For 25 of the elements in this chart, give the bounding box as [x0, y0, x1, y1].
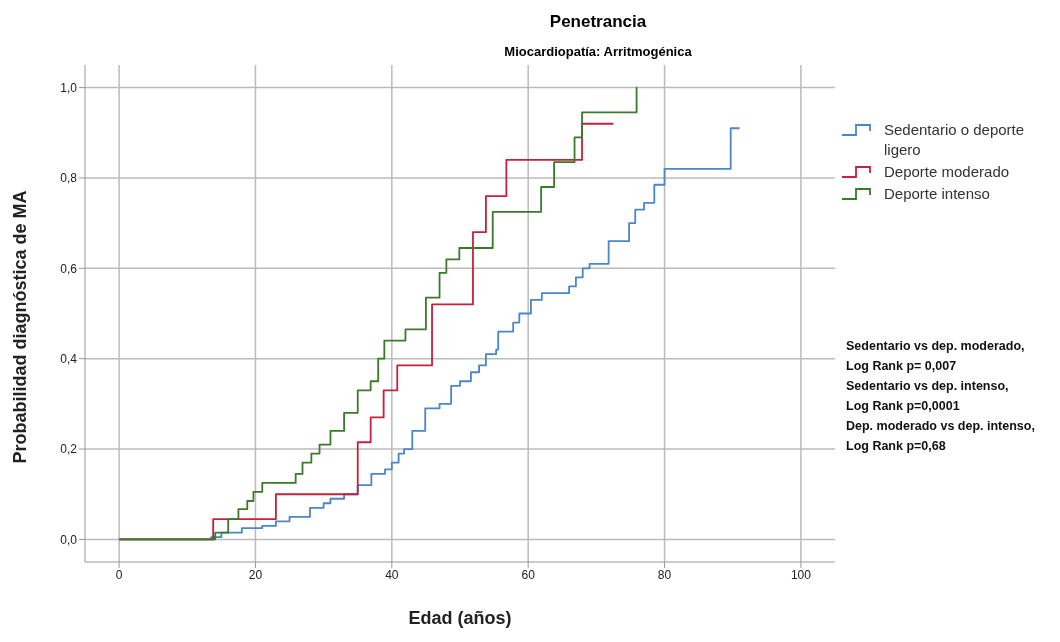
text: Sedentario vs dep. moderado, — [846, 338, 1026, 355]
legend-label: Sedentario o deporte ligero — [884, 120, 1026, 160]
text: Log Rank p=0,0001 — [846, 398, 961, 415]
x-tick-label: 100 — [790, 567, 812, 582]
x-tick-label: 0 — [115, 567, 123, 582]
chart-subtitle: Miocardiopatía: Arritmogénica — [503, 44, 693, 59]
x-tick-label: 20 — [248, 567, 263, 582]
text: Dep. moderado vs dep. intenso, — [846, 418, 1035, 435]
x-tick-label: 40 — [385, 567, 399, 582]
x-tick-label: 60 — [521, 567, 536, 582]
legend-label: Deporte intenso — [884, 184, 991, 204]
x-tick-label: 80 — [657, 567, 672, 582]
y-tick-label: 0,4 — [60, 351, 78, 366]
text: Log Rank p= 0,007 — [846, 358, 958, 375]
text: Log Rank p=0,68 — [846, 438, 947, 455]
y-tick-label: 0,8 — [60, 171, 78, 186]
y-tick-label: 0,2 — [60, 442, 78, 457]
y-axis-title: Probabilidad diagnóstica de MA — [10, 190, 31, 464]
y-tick-label: 0,0 — [60, 532, 78, 547]
x-axis-title: Edad (años) — [408, 608, 512, 628]
legend-label: Deporte moderado — [884, 162, 1011, 182]
y-tick-label: 0,6 — [60, 261, 78, 276]
text: Sedentario vs dep. intenso, — [846, 378, 1010, 395]
chart-title: Penetrancia — [548, 12, 648, 32]
y-tick-label: 1,0 — [60, 80, 78, 95]
